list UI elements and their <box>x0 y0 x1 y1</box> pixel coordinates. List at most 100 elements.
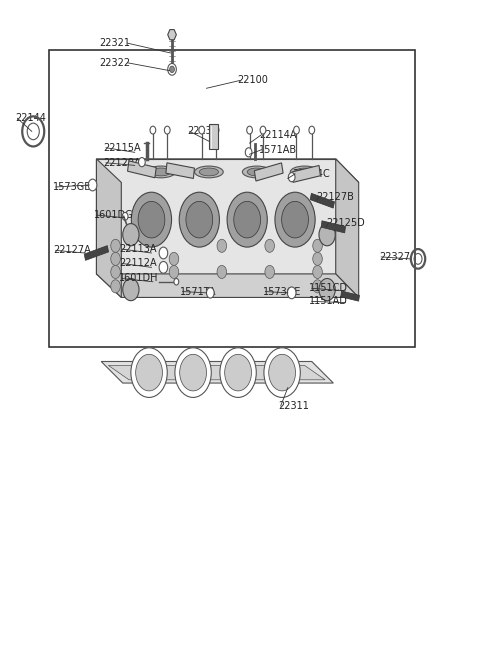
Circle shape <box>123 278 139 301</box>
Circle shape <box>309 126 315 134</box>
Circle shape <box>123 223 139 246</box>
Circle shape <box>319 223 335 246</box>
Polygon shape <box>96 159 336 274</box>
Circle shape <box>265 239 275 252</box>
Circle shape <box>264 348 300 398</box>
Circle shape <box>180 354 206 391</box>
Polygon shape <box>96 274 359 297</box>
Text: 22327: 22327 <box>379 252 410 262</box>
Ellipse shape <box>152 168 170 176</box>
Circle shape <box>227 192 267 247</box>
Circle shape <box>288 287 296 299</box>
Bar <box>48 50 415 347</box>
Circle shape <box>138 201 165 238</box>
Text: 22311: 22311 <box>278 401 309 411</box>
Ellipse shape <box>199 168 218 176</box>
Circle shape <box>132 192 171 247</box>
Text: 22129A: 22129A <box>104 158 141 168</box>
Text: 22127A: 22127A <box>53 246 91 255</box>
Circle shape <box>234 201 261 238</box>
Circle shape <box>111 280 120 293</box>
Polygon shape <box>292 166 320 182</box>
Circle shape <box>159 247 168 259</box>
Circle shape <box>111 239 120 252</box>
Circle shape <box>169 66 174 73</box>
Text: 1573GE: 1573GE <box>53 182 92 192</box>
Polygon shape <box>168 29 176 40</box>
Circle shape <box>139 158 145 167</box>
Ellipse shape <box>194 166 223 178</box>
Polygon shape <box>166 163 194 178</box>
Text: 22114A: 22114A <box>259 130 297 140</box>
Polygon shape <box>310 193 335 208</box>
Circle shape <box>111 265 120 278</box>
Text: 22321: 22321 <box>99 38 130 48</box>
Circle shape <box>294 126 300 134</box>
Circle shape <box>169 252 179 265</box>
Text: 1601DH: 1601DH <box>120 274 159 284</box>
Text: 22112A: 22112A <box>120 259 157 269</box>
Text: 22124C: 22124C <box>293 169 330 179</box>
Circle shape <box>245 148 252 157</box>
Circle shape <box>206 288 214 298</box>
Circle shape <box>136 354 162 391</box>
Circle shape <box>313 265 323 278</box>
Ellipse shape <box>295 168 314 176</box>
Circle shape <box>111 252 120 265</box>
Polygon shape <box>96 159 359 182</box>
Polygon shape <box>108 365 325 380</box>
Circle shape <box>150 126 156 134</box>
Circle shape <box>131 348 167 398</box>
Text: 22322: 22322 <box>99 58 130 67</box>
Text: 1573GE: 1573GE <box>263 286 301 297</box>
Text: 1151AD: 1151AD <box>310 296 348 307</box>
Text: 22125D: 22125D <box>326 218 365 228</box>
Circle shape <box>260 126 266 134</box>
Circle shape <box>159 261 168 273</box>
Circle shape <box>164 126 170 134</box>
Circle shape <box>199 126 204 134</box>
Circle shape <box>313 239 323 252</box>
Circle shape <box>265 265 275 278</box>
Circle shape <box>269 354 296 391</box>
Polygon shape <box>321 221 346 233</box>
Circle shape <box>313 280 323 293</box>
Ellipse shape <box>147 166 175 178</box>
Circle shape <box>169 265 179 278</box>
Circle shape <box>168 64 176 75</box>
Circle shape <box>217 265 227 278</box>
Circle shape <box>88 179 97 191</box>
Circle shape <box>313 252 323 265</box>
Text: 22144: 22144 <box>15 113 46 123</box>
Circle shape <box>275 192 315 247</box>
Polygon shape <box>96 159 121 297</box>
Circle shape <box>288 173 295 181</box>
Text: 1151CD: 1151CD <box>310 283 348 293</box>
Ellipse shape <box>247 168 266 176</box>
Circle shape <box>179 192 219 247</box>
Polygon shape <box>209 124 218 149</box>
Polygon shape <box>341 291 360 301</box>
Text: 1571AB: 1571AB <box>259 145 297 155</box>
Circle shape <box>217 239 227 252</box>
Polygon shape <box>84 246 108 261</box>
Polygon shape <box>336 159 359 297</box>
Polygon shape <box>254 163 283 181</box>
Text: 22135: 22135 <box>187 126 218 136</box>
Circle shape <box>175 348 211 398</box>
Circle shape <box>122 212 128 220</box>
Circle shape <box>213 126 219 134</box>
Text: 1601DG: 1601DG <box>94 210 133 220</box>
Circle shape <box>247 126 252 134</box>
Circle shape <box>282 201 309 238</box>
Text: 22100: 22100 <box>238 75 268 85</box>
Circle shape <box>319 278 335 301</box>
Circle shape <box>220 348 256 398</box>
Circle shape <box>225 354 252 391</box>
Polygon shape <box>128 161 156 178</box>
Circle shape <box>186 201 213 238</box>
Text: 22127B: 22127B <box>317 192 354 202</box>
Polygon shape <box>101 362 333 383</box>
Ellipse shape <box>242 166 271 178</box>
Ellipse shape <box>290 166 319 178</box>
